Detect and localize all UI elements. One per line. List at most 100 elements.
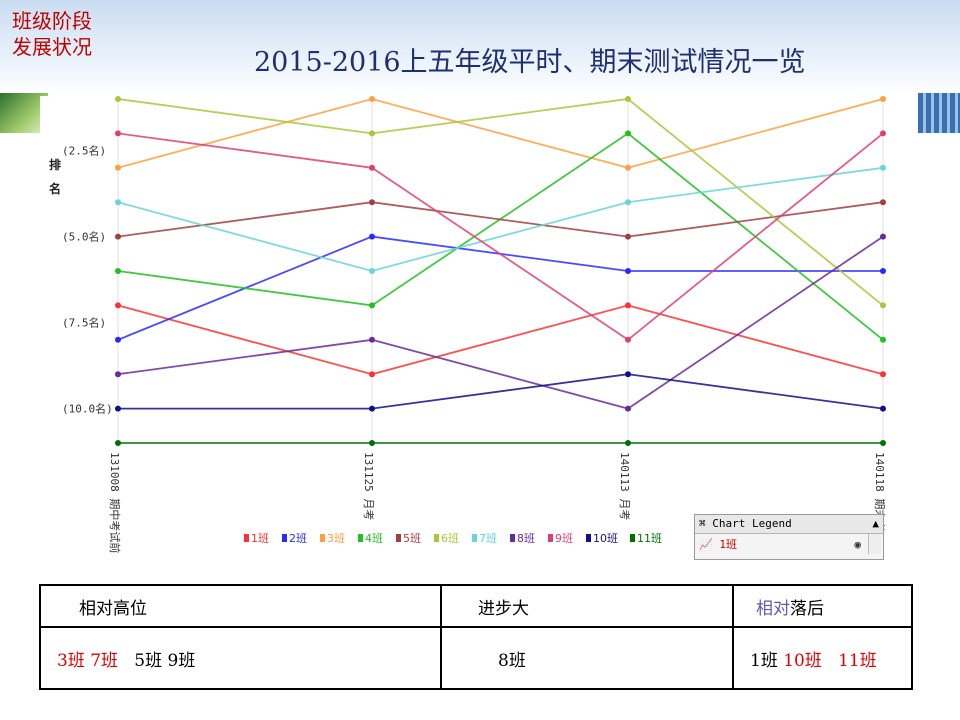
data-point bbox=[625, 440, 631, 446]
collapse-arrow-icon[interactable]: ▲ bbox=[872, 517, 879, 530]
cell-behind: 1班 10班 11班 bbox=[732, 626, 913, 690]
decorative-image-right bbox=[918, 93, 960, 133]
series-line bbox=[117, 201, 884, 238]
data-point bbox=[115, 268, 121, 274]
header-high: 相对高位 bbox=[39, 584, 442, 628]
data-point bbox=[115, 302, 121, 309]
visibility-eye-icon[interactable]: ◉ bbox=[854, 538, 861, 551]
data-point bbox=[880, 440, 886, 446]
data-point bbox=[880, 130, 886, 137]
data-point bbox=[115, 130, 121, 137]
corner-title-line1: 班级阶段 bbox=[12, 9, 92, 33]
data-point bbox=[115, 233, 121, 240]
data-point bbox=[625, 164, 631, 171]
legend-swatch bbox=[630, 534, 635, 542]
data-point bbox=[369, 302, 375, 309]
top-band bbox=[0, 0, 960, 96]
data-point bbox=[369, 268, 375, 274]
class-7: 7班 bbox=[90, 650, 119, 671]
legend-label: 3班 bbox=[327, 532, 345, 545]
data-point bbox=[369, 371, 375, 378]
legend-label: 9班 bbox=[555, 532, 573, 545]
corner-title: 班级阶段 发展状况 bbox=[12, 8, 92, 60]
data-point bbox=[369, 233, 375, 240]
data-point bbox=[115, 405, 121, 412]
slide-title: 2015-2016上五年级平时、期末测试情况一览 bbox=[254, 47, 806, 78]
class-11: 11班 bbox=[838, 650, 877, 671]
class-8: 8班 bbox=[498, 650, 526, 671]
x-tick-label: 131125 月考 bbox=[362, 452, 375, 520]
data-point bbox=[880, 371, 886, 378]
chart-legend-header: ⌘ Chart Legend ▲ bbox=[695, 515, 883, 534]
cell-progress: 8班 bbox=[440, 626, 734, 690]
legend-swatch bbox=[282, 534, 287, 542]
data-point bbox=[625, 371, 631, 378]
chart-svg: (2.5名) (5.0名) (7.5名) (10.0名) 排名 131008 期中考试前 1… bbox=[49, 96, 887, 553]
legend-label: 2班 bbox=[289, 532, 307, 545]
data-point bbox=[880, 199, 886, 206]
legend-swatch bbox=[244, 534, 249, 542]
y-axis-label: 名 bbox=[49, 181, 61, 196]
header-progress: 进步大 bbox=[440, 584, 734, 628]
series-line bbox=[117, 132, 884, 341]
data-point bbox=[625, 268, 631, 274]
legend-swatch bbox=[548, 534, 553, 542]
data-point bbox=[880, 336, 886, 343]
legend-label: 10班 bbox=[593, 532, 618, 545]
series-line bbox=[117, 235, 883, 341]
data-point bbox=[369, 405, 375, 412]
header-behind: 相对落后 bbox=[732, 584, 913, 628]
data-point bbox=[115, 336, 121, 343]
data-point bbox=[880, 302, 886, 309]
legend-label: 11班 bbox=[637, 532, 662, 545]
y-axis-label: 排 bbox=[49, 157, 61, 172]
data-point bbox=[115, 164, 121, 171]
data-point bbox=[625, 130, 631, 137]
y-tick-label: (5.0名) bbox=[62, 230, 106, 244]
legend-swatch bbox=[396, 534, 401, 542]
x-tick-label: 140118 期末考 bbox=[873, 452, 887, 531]
legend-label: 8班 bbox=[517, 532, 535, 545]
data-point bbox=[880, 268, 886, 274]
legend-swatch bbox=[510, 534, 515, 542]
x-tick-label: 131008 期中考试前 bbox=[108, 452, 122, 553]
data-point bbox=[115, 371, 121, 378]
data-point bbox=[880, 233, 886, 240]
data-point bbox=[369, 336, 375, 343]
class-10: 10班 bbox=[783, 650, 822, 671]
legend-label: 4班 bbox=[365, 532, 383, 545]
data-point bbox=[880, 96, 886, 102]
legend-label: 6班 bbox=[441, 532, 459, 545]
data-point bbox=[625, 233, 631, 240]
y-tick-label: (7.5名) bbox=[62, 316, 106, 330]
x-tick-label: 140113 月考 bbox=[618, 452, 631, 520]
legend-label: 1班 bbox=[251, 532, 269, 545]
series-line bbox=[117, 304, 884, 376]
chart-legend-item-label: 1班 bbox=[719, 538, 737, 551]
legend-swatch bbox=[472, 534, 477, 542]
class-5: 5班 bbox=[134, 650, 163, 671]
data-point bbox=[880, 405, 886, 412]
data-point bbox=[115, 96, 121, 102]
y-tick-label: (10.0名) bbox=[62, 402, 113, 416]
data-point bbox=[369, 199, 375, 206]
series-line bbox=[117, 98, 884, 169]
cell-high: 3班 7班 5班 9班 bbox=[39, 626, 442, 690]
summary-table: 相对高位 进步大 相对落后 3班 7班 5班 9班 8班 1班 10班 11班 bbox=[39, 584, 913, 690]
chart-legend-widget[interactable]: ⌘ Chart Legend ▲ 📈 1班 ◉ bbox=[694, 514, 884, 560]
data-point bbox=[369, 130, 375, 137]
data-point bbox=[369, 96, 375, 102]
legend-scrollbar[interactable] bbox=[868, 534, 881, 554]
class-3: 3班 bbox=[57, 650, 85, 671]
legend-grip-icon: ⌘ bbox=[699, 517, 706, 530]
series-line bbox=[117, 98, 884, 307]
class-9: 9班 bbox=[167, 650, 196, 671]
series-line bbox=[117, 235, 884, 410]
y-tick-label: (2.5名) bbox=[62, 144, 106, 158]
data-point bbox=[625, 302, 631, 309]
chart-legend-item[interactable]: 📈 1班 ◉ bbox=[695, 534, 883, 556]
legend-label: 5班 bbox=[403, 532, 421, 545]
data-point bbox=[625, 336, 631, 343]
legend-swatch bbox=[586, 534, 591, 542]
legend-label: 7班 bbox=[479, 532, 497, 545]
